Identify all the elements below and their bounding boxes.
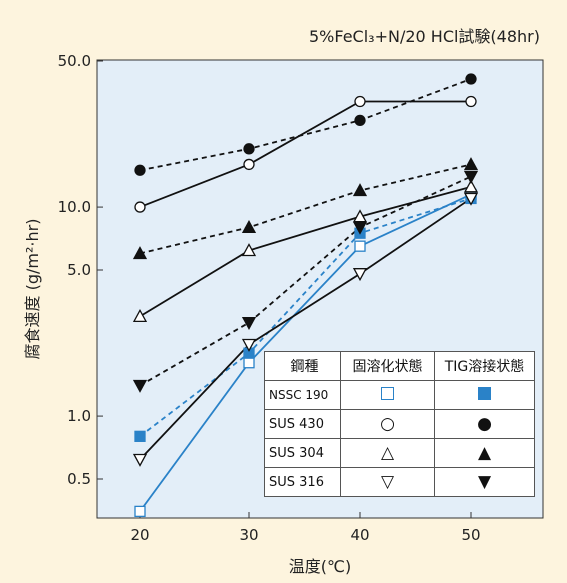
circle-filled-marker <box>465 73 477 85</box>
legend-name: SUS 430 <box>264 409 341 439</box>
circle-filled-marker <box>243 143 255 155</box>
circle-open-marker <box>243 158 255 171</box>
circle-filled-marker <box>134 164 146 176</box>
legend-name: SUS 316 <box>264 467 341 497</box>
x-tick-label: 40 <box>350 526 369 544</box>
circle-open-marker <box>134 201 146 213</box>
triangle-up-open-marker <box>132 309 148 323</box>
series-line <box>139 197 472 461</box>
y-tick-label: 10.0 <box>58 198 91 216</box>
series-line <box>139 78 472 172</box>
legend-marker-square-filled <box>434 380 535 410</box>
legend-header-steel: 鋼種 <box>264 351 341 381</box>
y-tick-label: 50.0 <box>58 52 91 70</box>
series-line <box>139 197 472 438</box>
legend-marker-circle-filled: ● <box>434 409 535 439</box>
x-tick-label: 30 <box>239 526 258 544</box>
legend-name: SUS 304 <box>264 438 341 468</box>
triangle-down-open-icon: ▽ <box>380 471 395 492</box>
triangle-down-filled-marker <box>463 170 479 184</box>
legend-header-tig: TIG溶接状態 <box>434 351 535 381</box>
square-filled-icon <box>478 386 491 400</box>
legend-header-row: 鋼種 固溶化状態 TIG溶接状態 <box>264 351 535 381</box>
triangle-down-open-marker <box>352 268 368 282</box>
legend-marker-triangle-up-filled: ▲ <box>434 438 535 468</box>
series-line <box>139 175 472 387</box>
triangle-down-open-marker <box>241 338 257 352</box>
circle-open-marker <box>354 95 366 108</box>
circle-filled-icon: ● <box>477 413 492 434</box>
square-open-marker <box>134 505 146 518</box>
triangle-up-open-marker <box>241 243 257 257</box>
legend-marker-triangle-up-open: △ <box>340 438 435 468</box>
y-axis-ticks: 50.0 10.0 5.0 1.0 0.5 <box>58 52 103 488</box>
triangle-down-filled-marker <box>241 316 257 330</box>
y-tick-label: 0.5 <box>67 470 91 488</box>
triangle-down-open-marker <box>132 453 148 467</box>
legend-row-sus304: SUS 304 △ ▲ <box>264 438 535 468</box>
triangle-up-filled-icon: ▲ <box>477 442 492 463</box>
x-axis-label: 温度(℃) <box>289 557 351 576</box>
y-axis-label: 腐食速度 (g/m²·hr) <box>23 219 42 360</box>
circle-filled-marker <box>354 114 366 127</box>
square-open-marker <box>243 357 255 369</box>
legend-table: 鋼種 固溶化状態 TIG溶接状態 NSSC 190 SUS 430 ○ ● SU… <box>264 351 535 497</box>
triangle-down-open-marker <box>463 192 479 206</box>
legend-row-nssc190: NSSC 190 <box>264 380 535 410</box>
triangle-up-filled-marker <box>241 219 257 233</box>
x-axis-ticks: 20 30 40 50 <box>130 512 481 544</box>
series-lines <box>139 78 472 512</box>
legend-marker-triangle-down-filled: ▼ <box>434 467 535 497</box>
triangle-up-open-icon: △ <box>380 442 395 463</box>
square-open-marker <box>354 240 366 252</box>
triangle-up-open-marker <box>463 179 479 193</box>
triangle-down-filled-icon: ▼ <box>477 471 492 492</box>
legend-marker-square-open <box>340 380 435 410</box>
circle-open-marker <box>465 95 477 108</box>
x-tick-label: 50 <box>461 526 480 544</box>
square-filled-marker <box>134 430 146 442</box>
triangle-down-filled-marker <box>352 221 368 235</box>
legend-marker-circle-open: ○ <box>340 409 435 439</box>
y-tick-label: 1.0 <box>67 407 91 425</box>
y-tick-label: 5.0 <box>67 261 91 279</box>
legend-name: NSSC 190 <box>264 380 341 410</box>
chart-title: 5%FeCl₃+N/20 HCl試験(48hr) <box>309 27 540 46</box>
series-line <box>139 163 472 255</box>
triangle-up-filled-marker <box>352 183 368 197</box>
x-tick-label: 20 <box>130 526 149 544</box>
triangle-up-open-marker <box>352 209 368 223</box>
triangle-up-filled-marker <box>132 246 148 260</box>
series-line <box>139 100 471 208</box>
square-open-icon <box>381 386 394 400</box>
legend-header-solution: 固溶化状態 <box>340 351 435 381</box>
series-markers <box>132 73 479 518</box>
legend-row-sus316: SUS 316 ▽ ▼ <box>264 467 535 497</box>
triangle-down-filled-marker <box>132 379 148 393</box>
series-line <box>139 193 472 512</box>
legend-row-sus430: SUS 430 ○ ● <box>264 409 535 439</box>
legend-marker-triangle-down-open: ▽ <box>340 467 435 497</box>
triangle-up-filled-marker <box>463 157 479 171</box>
circle-open-icon: ○ <box>380 413 395 434</box>
